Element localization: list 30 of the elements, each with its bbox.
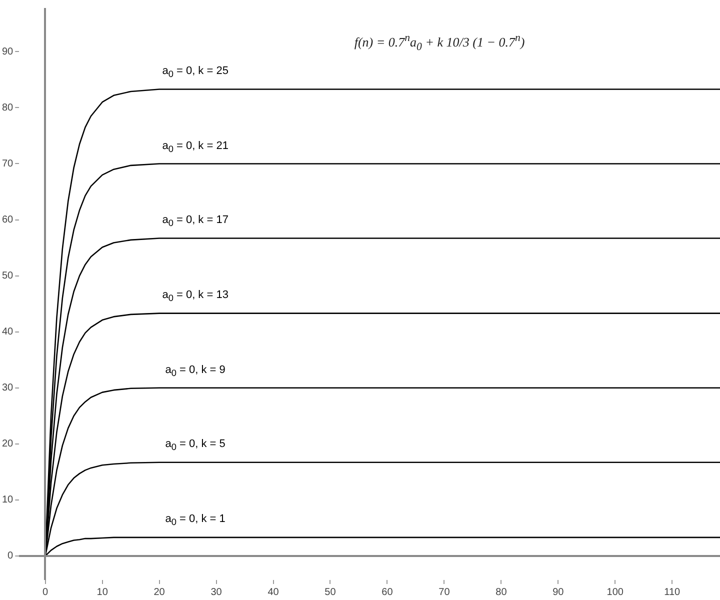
x-tick-label: 30 <box>210 586 222 598</box>
text: f(n) = 0.7$^{n}$a$_{0}$ + k 10/3 (1 − 0.7$^{n}$) <box>354 32 525 53</box>
series-label: a$_{0}$ = 0, k = 21 <box>162 140 228 154</box>
x-tick-label: 0 <box>42 586 49 598</box>
y-tick-label: 30 <box>2 382 14 394</box>
series-label: a$_{0}$ = 0, k = 5 <box>165 438 226 452</box>
y-tick-label: 60 <box>2 214 14 226</box>
y-tick-label: 40 <box>2 326 14 338</box>
x-tick-label: 50 <box>324 586 336 598</box>
series-label: a$_{0}$ = 0, k = 1 <box>165 513 226 528</box>
x-tick-label: 20 <box>154 586 166 598</box>
series-label: a$_{0}$ = 0, k = 9 <box>165 364 226 378</box>
y-tick-label: 90 <box>2 46 14 58</box>
y-tick-label: 10 <box>2 494 14 506</box>
x-tick-label: 70 <box>438 586 450 598</box>
x-tick-label: 80 <box>496 586 508 598</box>
x-tick-label: 90 <box>552 586 564 598</box>
series-label: a$_{0}$ = 0, k = 13 <box>162 289 228 304</box>
y-tick-label: 0 <box>8 550 14 562</box>
series-label: a$_{0}$ = 0, k = 17 <box>162 214 228 228</box>
x-tick-label: 100 <box>606 586 624 598</box>
y-tick-label: 20 <box>2 438 14 450</box>
y-tick-label: 50 <box>2 270 14 282</box>
x-tick-label: 10 <box>96 586 108 598</box>
x-tick-label: 60 <box>382 586 394 598</box>
x-tick-label: 40 <box>268 586 280 598</box>
y-tick-label: 70 <box>2 158 14 170</box>
series-label: a$_{0}$ = 0, k = 25 <box>162 65 228 80</box>
y-tick-label: 80 <box>2 102 14 114</box>
x-tick-label: 110 <box>664 586 681 598</box>
